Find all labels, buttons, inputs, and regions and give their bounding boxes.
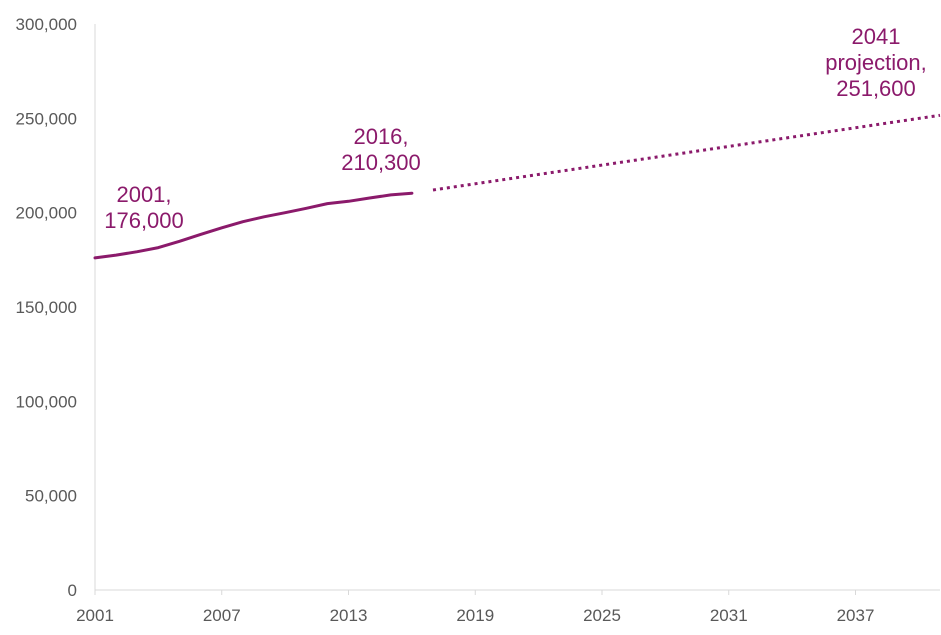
series-layer — [93, 113, 941, 260]
annotation-latest: 2016, 210,300 — [341, 124, 421, 175]
x-tick-label: 2007 — [203, 606, 241, 625]
x-axis-tick-labels: 2001 2007 2013 2019 2025 2031 2037 — [76, 590, 874, 625]
x-tick-label: 2019 — [456, 606, 494, 625]
y-tick-label: 0 — [68, 581, 77, 600]
y-tick-label: 250,000 — [16, 109, 77, 128]
x-tick-label: 2013 — [330, 606, 368, 625]
y-tick-label: 50,000 — [25, 487, 77, 506]
y-axis-tick-labels: 0 50,000 100,000 150,000 200,000 250,000 300,0… — [16, 15, 77, 600]
projection-line — [432, 113, 941, 192]
x-tick-label: 2037 — [837, 606, 875, 625]
annotation-line: 2001, — [116, 182, 171, 207]
annotation-line: 2016, — [353, 124, 408, 149]
annotation-line: 2041 — [852, 24, 901, 49]
annotation-start: 2001, 176,000 — [104, 182, 184, 233]
annotation-line: 210,300 — [341, 150, 421, 175]
chart-axes — [94, 24, 940, 591]
historical-line — [93, 191, 414, 260]
x-tick-label: 2001 — [76, 606, 114, 625]
annotation-line: 176,000 — [104, 208, 184, 233]
y-tick-label: 300,000 — [16, 15, 77, 34]
y-tick-label: 200,000 — [16, 204, 77, 223]
annotation-projection: 2041 projection, 251,600 — [825, 24, 927, 101]
y-tick-label: 100,000 — [16, 392, 77, 411]
x-tick-label: 2031 — [710, 606, 748, 625]
y-tick-label: 150,000 — [16, 298, 77, 317]
annotation-line: 251,600 — [836, 76, 916, 101]
x-tick-label: 2025 — [583, 606, 621, 625]
annotation-line: projection, — [825, 50, 927, 75]
